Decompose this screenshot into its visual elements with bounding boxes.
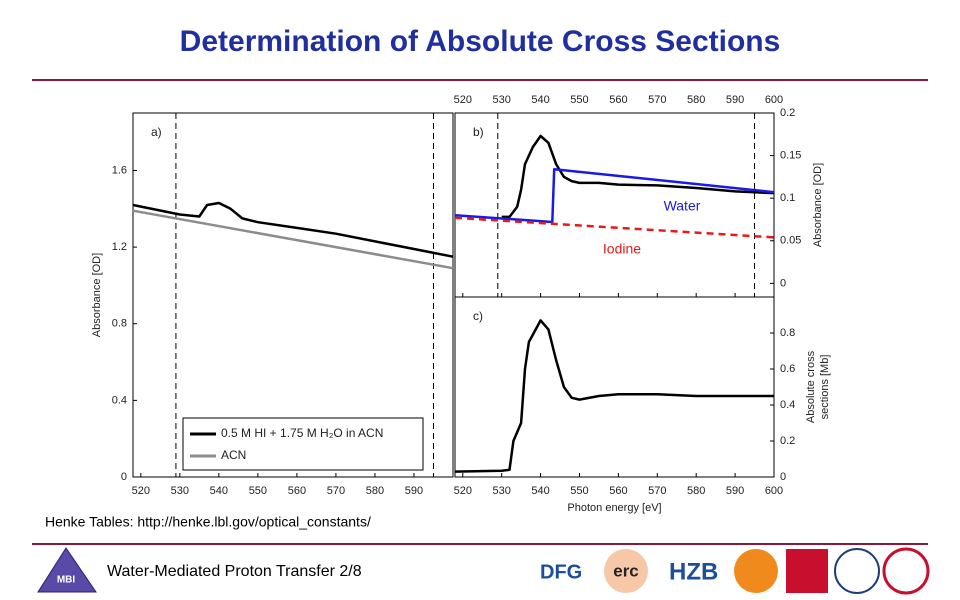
y-tick-label: 0 xyxy=(121,471,127,483)
y-tick-label: 0.4 xyxy=(112,394,127,406)
mbi-logo xyxy=(37,547,97,593)
logo-box xyxy=(786,549,828,593)
series-line xyxy=(132,209,454,270)
y-axis-label: sections [Mb] xyxy=(819,355,831,420)
x-tick-label: 520 xyxy=(454,94,472,106)
series-line xyxy=(454,167,775,224)
x-tick-label: 570 xyxy=(648,94,666,106)
y-tick-label: 0.15 xyxy=(780,149,801,161)
logo-circle xyxy=(882,547,930,595)
y-axis-label: Absorbance [OD] xyxy=(91,253,103,337)
x-tick-label: 520 xyxy=(132,485,150,497)
legend-label: 0.5 M HI + 1.75 M H₂O in ACN xyxy=(221,426,383,440)
x-tick-label: 540 xyxy=(531,94,549,106)
series-line xyxy=(501,134,775,219)
panel-label: c) xyxy=(473,309,483,323)
x-tick-label: 560 xyxy=(609,485,627,497)
plot-frame xyxy=(454,296,775,478)
plot-frame xyxy=(132,112,454,478)
x-tick-label: 540 xyxy=(531,485,549,497)
x-tick-label: 600 xyxy=(765,94,783,106)
x-tick-label: 580 xyxy=(366,485,384,497)
legend-box xyxy=(182,417,424,471)
x-tick-label: 590 xyxy=(726,485,744,497)
panel-label: b) xyxy=(473,125,484,139)
x-tick-label: 600 xyxy=(765,485,783,497)
x-tick-label: 580 xyxy=(687,94,705,106)
series-line xyxy=(132,201,454,258)
series-line xyxy=(454,216,775,239)
y-tick-label: 0.8 xyxy=(112,318,127,330)
y-tick-label: 0.8 xyxy=(780,327,795,339)
logo-text: DFG xyxy=(540,561,582,583)
x-tick-label: 570 xyxy=(327,485,345,497)
x-tick-label: 520 xyxy=(454,485,472,497)
x-tick-label: 530 xyxy=(493,94,511,106)
x-tick-label: 550 xyxy=(570,485,588,497)
slide-title: Determination of Absolute Cross Sections xyxy=(180,25,781,58)
x-tick-label: 550 xyxy=(249,485,267,497)
y-tick-label: 0.2 xyxy=(780,435,795,447)
x-tick-label: 550 xyxy=(570,94,588,106)
y-axis-label: Absorbance [OD] xyxy=(812,163,824,247)
y-tick-label: 0.05 xyxy=(780,235,801,247)
x-axis-label: Photon energy [eV] xyxy=(567,502,661,514)
footer-text: Water-Mediated Proton Transfer 2/8 xyxy=(107,563,362,580)
y-tick-label: 0.4 xyxy=(780,399,795,411)
erc-logo xyxy=(604,549,648,593)
logo-circle xyxy=(734,549,778,593)
x-tick-label: 560 xyxy=(609,94,627,106)
x-tick-label: 580 xyxy=(687,485,705,497)
logo-text: MBI xyxy=(57,575,76,586)
y-tick-label: 0 xyxy=(780,471,786,483)
x-tick-label: 530 xyxy=(171,485,189,497)
series-label: Iodine xyxy=(603,241,641,257)
y-tick-label: 1.2 xyxy=(112,241,127,253)
reference: Henke Tables: http://henke.lbl.gov/optic… xyxy=(45,514,371,530)
y-tick-label: 0.2 xyxy=(780,107,795,119)
x-tick-label: 570 xyxy=(648,485,666,497)
x-tick-label: 590 xyxy=(405,485,423,497)
y-tick-label: 1.6 xyxy=(112,164,127,176)
x-tick-label: 590 xyxy=(726,94,744,106)
y-tick-label: 0 xyxy=(780,277,786,289)
legend-label: ACN xyxy=(221,448,246,462)
x-tick-label: 540 xyxy=(210,485,228,497)
logo-text: erc xyxy=(613,561,639,580)
x-tick-label: 560 xyxy=(288,485,306,497)
x-tick-label: 530 xyxy=(493,485,511,497)
plot-frame xyxy=(454,112,775,298)
series-label: Water xyxy=(664,198,701,214)
logo-circle xyxy=(834,548,880,594)
y-tick-label: 0.6 xyxy=(780,363,795,375)
series-line xyxy=(454,319,774,473)
panel-label: a) xyxy=(151,125,162,139)
y-tick-label: 0.1 xyxy=(780,192,795,204)
logo-text: HZB xyxy=(669,558,718,585)
y-axis-label: Absolute cross xyxy=(805,350,817,423)
